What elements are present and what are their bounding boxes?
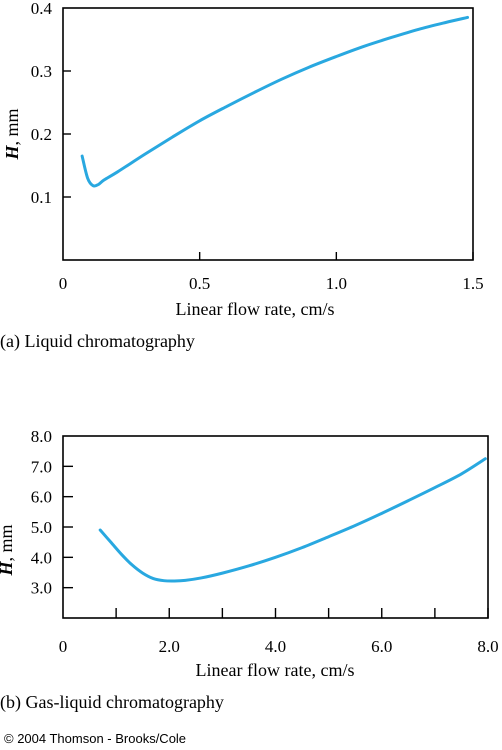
x-tick-label: 0 xyxy=(59,637,68,656)
y-tick-label: 0.3 xyxy=(31,62,52,81)
chart-caption: (a) Liquid chromatography xyxy=(0,331,195,352)
x-tick-label: 1.5 xyxy=(462,274,483,293)
series-layer xyxy=(98,457,487,583)
x-tick-label: 6.0 xyxy=(371,637,392,656)
y-tick-label: 7.0 xyxy=(31,457,52,476)
tick-marks xyxy=(63,465,489,618)
y-tick-label: 6.0 xyxy=(31,488,52,507)
copyright-notice: © 2004 Thomson - Brooks/Cole xyxy=(4,731,186,746)
series-layer xyxy=(80,15,470,188)
tick-labels: 0 0.5 1.0 1.5 0.1 0.2 0.3 0.4 xyxy=(31,0,484,293)
x-tick-label: 0.5 xyxy=(189,274,210,293)
x-tick-label: 0 xyxy=(59,274,68,293)
x-tick-label: 4.0 xyxy=(265,637,286,656)
y-axis-variable: H xyxy=(2,145,22,161)
plot-frame xyxy=(62,7,474,261)
plate-height-curve xyxy=(80,15,470,188)
y-axis-unit: , mm xyxy=(2,108,22,145)
y-axis-label: H, mm xyxy=(0,524,16,576)
chart-caption: (b) Gas-liquid chromatography xyxy=(0,692,224,713)
chart-gas-liquid-chromatography: 0 2.0 4.0 6.0 8.0 3.0 4.0 5.0 6.0 7.0 8.0 Linear f… xyxy=(0,427,499,713)
y-axis-variable: H xyxy=(0,561,16,577)
y-tick-label: 8.0 xyxy=(31,427,52,446)
y-tick-label: 5.0 xyxy=(31,518,52,537)
y-tick-label: 3.0 xyxy=(31,579,52,598)
y-tick-label: 4.0 xyxy=(31,548,52,567)
x-axis-label: Linear flow rate, cm/s xyxy=(196,660,355,680)
plate-height-curve xyxy=(98,457,487,583)
y-tick-label: 0.2 xyxy=(31,125,52,144)
y-tick-label: 0.4 xyxy=(31,0,53,18)
y-axis-label: H, mm xyxy=(2,108,22,160)
x-tick-label: 2.0 xyxy=(159,637,180,656)
x-axis-label: Linear flow rate, cm/s xyxy=(176,299,335,319)
y-axis-unit: , mm xyxy=(0,524,16,561)
tick-labels: 0 2.0 4.0 6.0 8.0 3.0 4.0 5.0 6.0 7.0 8.0 xyxy=(31,427,499,656)
chart-liquid-chromatography: 0 0.5 1.0 1.5 0.1 0.2 0.3 0.4 Linear flow rate,… xyxy=(0,0,484,352)
tick-marks xyxy=(63,70,474,260)
x-tick-label: 8.0 xyxy=(477,637,498,656)
y-tick-label: 0.1 xyxy=(31,188,52,207)
x-tick-label: 1.0 xyxy=(326,274,347,293)
plot-frame xyxy=(62,435,489,619)
